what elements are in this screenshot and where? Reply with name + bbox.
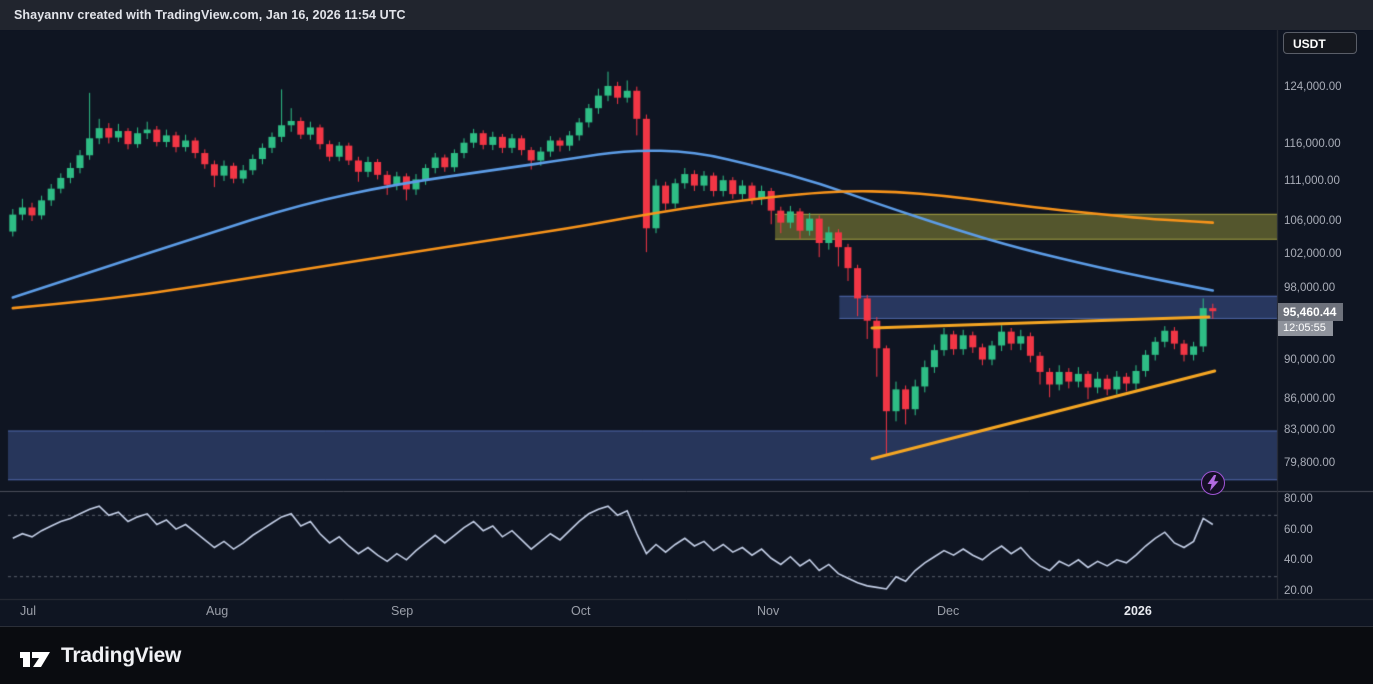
price-tick-label: 79,800.00 [1284,457,1336,470]
time-tick-label-aug: Aug [206,604,229,618]
time-tick-label-2026: 2026 [1124,604,1152,618]
currency-toggle-usdt[interactable]: USDT [1283,32,1357,54]
attribution-text: Shayannv created with TradingView.com, J… [14,8,406,22]
last-price-label: 95,460.44 12:05:55 [1278,303,1344,337]
time-tick-label-nov: Nov [757,604,780,618]
price-tick-label: 111,000.00 [1284,175,1340,188]
price-tick-label: 102,000.00 [1284,247,1342,260]
brand-name: TradingView [61,643,182,667]
price-tick-label: 124,000.00 [1284,81,1342,93]
price-tick-label: 90,000.00 [1284,354,1336,367]
time-axis[interactable]: Jul Aug Sep Oct Nov Dec 2026 [0,600,1373,626]
lightning-icon [1207,475,1219,491]
price-tick-label: 106,000.00 [1284,214,1342,227]
price-tick-label: 83,000.00 [1284,423,1336,436]
time-tick-label-sep: Sep [391,604,414,618]
rsi-tick-label: 20.00 [1284,585,1313,597]
attribution-bar: Shayannv created with TradingView.com, J… [0,0,1373,30]
time-tick-label-dec: Dec [937,604,960,618]
time-tick-label-oct: Oct [571,604,591,618]
time-tick-label-jul: Jul [20,604,36,618]
boost-button[interactable] [1201,471,1225,495]
rsi-tick-label: 40.00 [1284,554,1313,567]
price-tick-label: 116,000.00 [1284,137,1341,150]
price-axis[interactable]: 95,460.44 12:05:55 124,000.00 116,000.00 1… [1277,30,1373,600]
price-tick-label: 86,000.00 [1284,393,1336,406]
bar-countdown: 12:05:55 [1278,321,1333,337]
tradingview-logo-icon [20,651,50,667]
rsi-tick-label: 60.00 [1284,523,1313,536]
rsi-tick-label: 80.00 [1284,493,1313,505]
footer-bar: TradingView [0,626,1373,684]
price-tick-label: 98,000.00 [1284,281,1336,294]
last-price-value: 95,460.44 [1278,303,1344,322]
tradingview-logo[interactable] [20,645,50,667]
